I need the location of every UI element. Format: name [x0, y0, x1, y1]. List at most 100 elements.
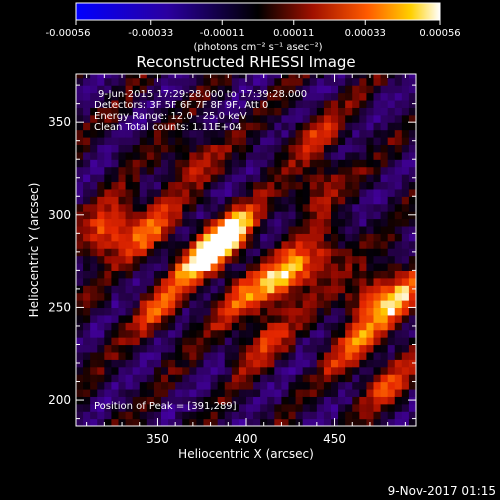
heatmap-cell	[274, 388, 283, 397]
heatmap-cell	[295, 262, 304, 271]
heatmap-cell	[366, 255, 375, 264]
heatmap-cell	[182, 411, 190, 420]
heatmap-cell	[238, 248, 247, 257]
heatmap-cell	[359, 366, 368, 375]
heatmap-cell	[274, 85, 283, 94]
heatmap-cell	[217, 359, 226, 368]
heatmap-cell	[366, 344, 375, 353]
heatmap-cell	[175, 322, 183, 331]
heatmap-cell	[161, 122, 169, 131]
heatmap-cell	[76, 388, 84, 397]
heatmap-cell	[253, 151, 261, 160]
heatmap-cell	[203, 374, 212, 383]
heatmap-cell	[281, 351, 290, 360]
heatmap-cell	[238, 203, 247, 212]
heatmap-cell	[175, 240, 183, 249]
heatmap-cell	[83, 307, 91, 316]
heatmap-cell	[231, 114, 240, 123]
heatmap-cell	[274, 233, 283, 242]
heatmap-cell	[97, 262, 105, 271]
heatmap-cell	[90, 307, 98, 316]
heatmap-cell	[267, 136, 275, 145]
heatmap-cell	[182, 233, 190, 242]
heatmap-cell	[146, 107, 155, 116]
heatmap-cell	[125, 240, 134, 249]
heatmap-cell	[125, 307, 134, 316]
heatmap-cell	[288, 107, 297, 116]
heatmap-cell	[246, 211, 254, 220]
heatmap-cell	[125, 285, 134, 294]
heatmap-cell	[323, 374, 332, 383]
heatmap-cell	[90, 411, 98, 420]
heatmap-cell	[104, 114, 113, 123]
heatmap-cell	[274, 196, 283, 205]
heatmap-cell	[83, 166, 91, 175]
heatmap-cell	[210, 144, 219, 153]
heatmap-cell	[408, 255, 416, 264]
heatmap-cell	[210, 74, 219, 79]
heatmap-cell	[97, 322, 105, 331]
heatmap-cell	[104, 85, 113, 94]
heatmap-cell	[168, 351, 176, 360]
heatmap-cell	[238, 166, 247, 175]
heatmap-cell	[267, 270, 275, 279]
heatmap-cell	[309, 337, 318, 346]
heatmap-cell	[380, 181, 389, 190]
heatmap-cell	[111, 314, 120, 323]
heatmap-cell	[196, 255, 205, 264]
heatmap-cell	[189, 203, 198, 212]
heatmap-cell	[295, 255, 304, 264]
heatmap-cell	[83, 233, 91, 242]
heatmap-cell	[345, 292, 353, 301]
heatmap-cell	[352, 381, 360, 390]
heatmap-cell	[76, 314, 84, 323]
heatmap-cell	[309, 85, 318, 94]
heatmap-cell	[203, 307, 212, 316]
heatmap-cell	[83, 174, 91, 183]
heatmap-cell	[267, 292, 275, 301]
heatmap-cell	[281, 240, 290, 249]
heatmap-cell	[338, 255, 346, 264]
heatmap-cell	[302, 396, 311, 405]
heatmap-cell	[217, 225, 226, 234]
heatmap-cell	[309, 307, 318, 316]
heatmap-cell	[168, 292, 176, 301]
heatmap-cell	[338, 99, 346, 108]
heatmap-cell	[161, 151, 169, 160]
heatmap-cell	[288, 366, 297, 375]
heatmap-cell	[203, 292, 212, 301]
heatmap-cell	[366, 77, 375, 86]
heatmap-cell	[153, 344, 162, 353]
heatmap-cell	[238, 307, 247, 316]
heatmap-cell	[217, 196, 226, 205]
heatmap-cell	[238, 174, 247, 183]
heatmap-cell	[246, 322, 254, 331]
heatmap-cell	[196, 337, 205, 346]
heatmap-cell	[125, 388, 134, 397]
heatmap-cell	[76, 85, 84, 94]
heatmap-cell	[331, 174, 339, 183]
heatmap-cell	[309, 366, 318, 375]
heatmap-cell	[309, 196, 318, 205]
heatmap-cell	[153, 262, 162, 271]
heatmap-cell	[97, 129, 105, 138]
heatmap-cell	[338, 285, 346, 294]
heatmap-cell	[231, 285, 240, 294]
heatmap-cell	[260, 196, 268, 205]
heatmap-cell	[168, 329, 176, 338]
heatmap-cell	[210, 129, 219, 138]
heatmap-cell	[352, 166, 360, 175]
heatmap-cell	[373, 329, 382, 338]
heatmap-cell	[253, 233, 261, 242]
heatmap-cell	[231, 181, 240, 190]
heatmap-cell	[104, 329, 113, 338]
heatmap-cell	[281, 114, 290, 123]
heatmap-cell	[238, 225, 247, 234]
heatmap-cell	[281, 388, 290, 397]
heatmap-cell	[387, 74, 396, 79]
heatmap-cell	[380, 85, 389, 94]
heatmap-cell	[387, 225, 396, 234]
heatmap-cell	[189, 159, 198, 168]
heatmap-cell	[182, 270, 190, 279]
